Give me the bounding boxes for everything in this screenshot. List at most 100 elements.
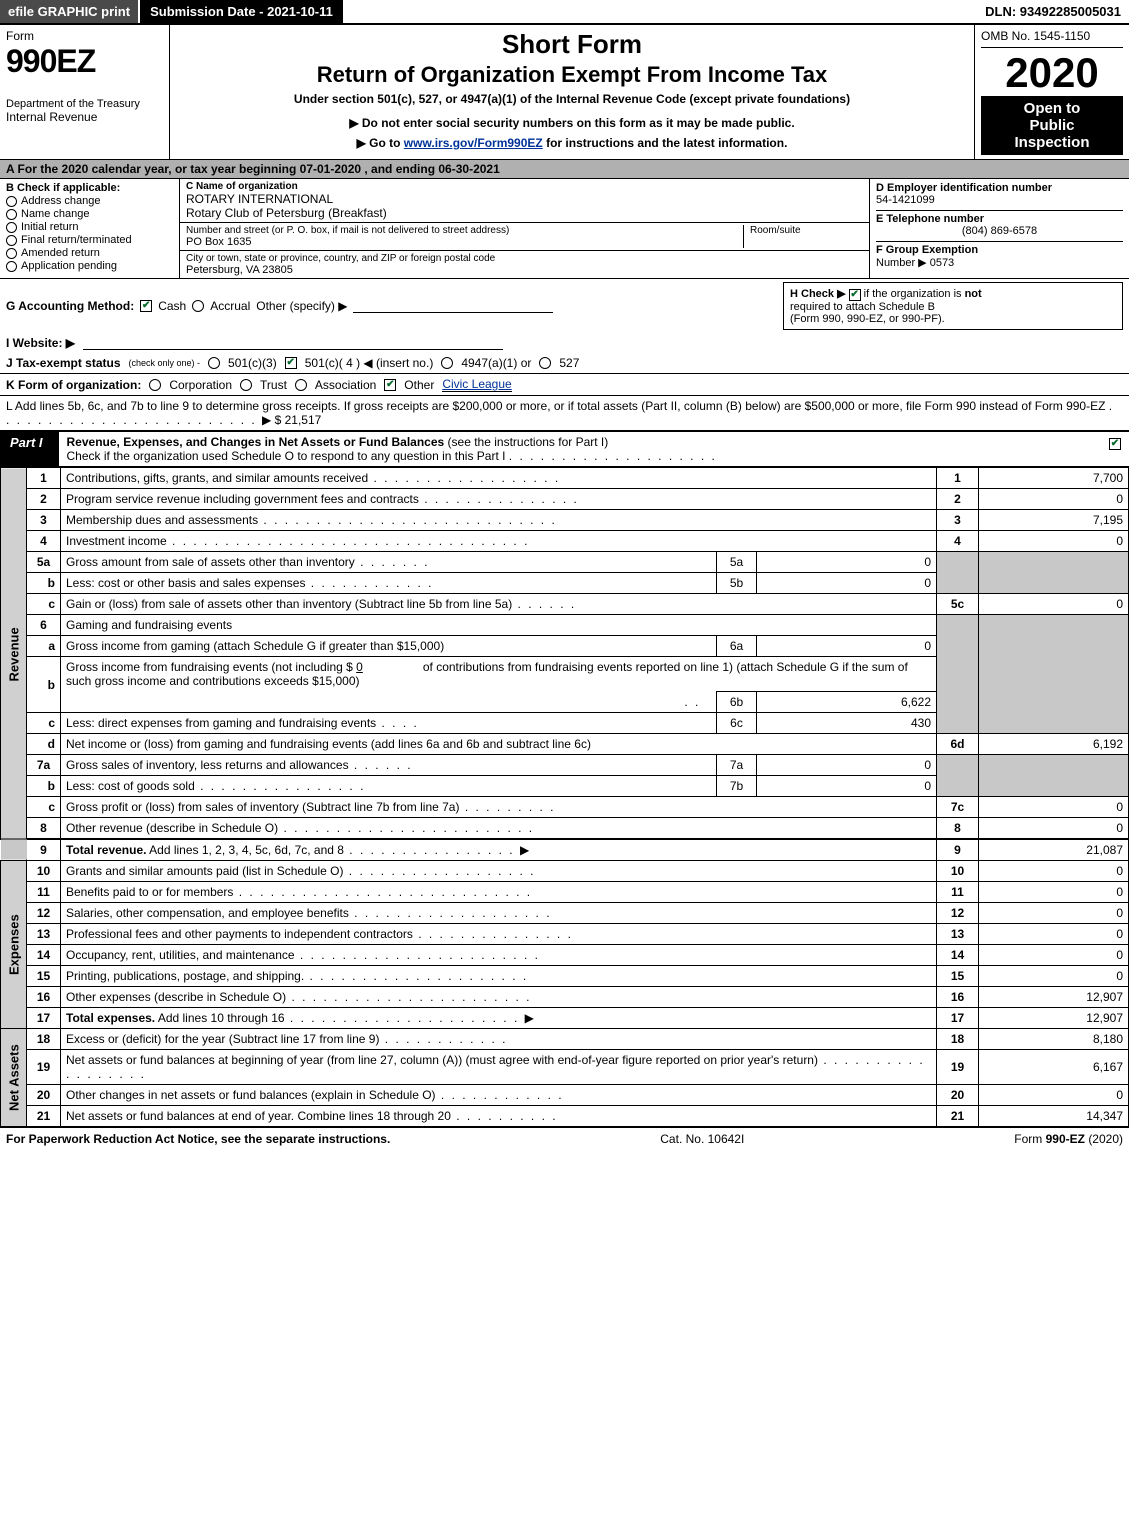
other-specify-input[interactable] <box>353 299 553 313</box>
open-to-public-box: Open to Public Inspection <box>981 96 1123 155</box>
ln-desc: Contributions, gifts, grants, and simila… <box>61 468 937 489</box>
table-row: 4 Investment income . . . . . . . . . . … <box>1 531 1129 552</box>
ln-desc: Other revenue (describe in Schedule O) .… <box>61 818 937 840</box>
chk-final-return[interactable]: Final return/terminated <box>6 234 173 246</box>
row-k: K Form of organization: Corporation Trus… <box>0 374 1129 396</box>
ln-sub-ref: 7b <box>717 776 757 797</box>
chk-527[interactable] <box>539 357 551 369</box>
page-footer: For Paperwork Reduction Act Notice, see … <box>0 1127 1129 1150</box>
form-header: Form 990EZ Department of the Treasury In… <box>0 25 1129 160</box>
submission-date-button[interactable]: Submission Date - 2021-10-11 <box>140 0 343 23</box>
row-g-h: G Accounting Method: Cash Accrual Other … <box>0 279 1129 333</box>
ln-val: 8,180 <box>979 1029 1129 1050</box>
chk-501c[interactable] <box>285 357 297 369</box>
opt-association: Association <box>315 378 376 392</box>
ln-desc: Gaming and fundraising events <box>61 615 937 636</box>
part-1-tag: Part I <box>0 432 59 466</box>
expenses-side-label: Expenses <box>1 861 27 1029</box>
chk-association[interactable] <box>295 379 307 391</box>
ln-sub-ref: 6b <box>717 692 757 713</box>
header-center: Short Form Return of Organization Exempt… <box>170 25 974 159</box>
opt-4947: 4947(a)(1) or <box>461 356 531 370</box>
ln-sub-val: 0 <box>757 755 937 776</box>
ln-ref: 16 <box>937 987 979 1008</box>
ln-num: 10 <box>27 861 61 882</box>
ln-desc: Gain or (loss) from sale of assets other… <box>61 594 937 615</box>
chk-address-change[interactable]: Address change <box>6 195 173 207</box>
go-to-link[interactable]: www.irs.gov/Form990EZ <box>404 136 543 150</box>
opt-trust: Trust <box>260 378 287 392</box>
part-1-header: Part I Revenue, Expenses, and Changes in… <box>0 431 1129 467</box>
table-row: 3 Membership dues and assessments . . . … <box>1 510 1129 531</box>
cash-label: Cash <box>158 299 186 313</box>
ln-desc: Net income or (loss) from gaming and fun… <box>61 734 937 755</box>
chk-h[interactable] <box>849 289 861 301</box>
chk-cash[interactable] <box>140 300 152 312</box>
contrib-amount: 0 <box>356 660 363 674</box>
ln-sub-val: 6,622 <box>757 692 937 713</box>
grp-label-2: Number ▶ <box>876 257 927 269</box>
tax-year: 2020 <box>981 52 1123 94</box>
ln-val: 0 <box>979 489 1129 510</box>
ln-sub-val: 0 <box>757 776 937 797</box>
ln-sub-val: 0 <box>757 573 937 594</box>
table-row: Revenue 1 Contributions, gifts, grants, … <box>1 468 1129 489</box>
ln-num: 21 <box>27 1106 61 1127</box>
ln-ref: 10 <box>937 861 979 882</box>
row-h-box: H Check ▶ if the organization is not req… <box>783 282 1123 330</box>
ln-num: 3 <box>27 510 61 531</box>
ln-num: a <box>27 636 61 657</box>
ln-num: 12 <box>27 903 61 924</box>
table-row: d Net income or (loss) from gaming and f… <box>1 734 1129 755</box>
org-name-1: ROTARY INTERNATIONAL <box>186 192 863 206</box>
ln-ref: 3 <box>937 510 979 531</box>
chk-amended-return[interactable]: Amended return <box>6 247 173 259</box>
chk-501c3[interactable] <box>208 357 220 369</box>
ln-val: 0 <box>979 861 1129 882</box>
chk-name-change[interactable]: Name change <box>6 208 173 220</box>
part-1-check-line: Check if the organization used Schedule … <box>67 449 506 463</box>
shade-cell <box>937 552 979 594</box>
ln-val: 21,087 <box>979 839 1129 861</box>
form-of-org-label: K Form of organization: <box>6 378 141 392</box>
ln-ref: 18 <box>937 1029 979 1050</box>
chk-initial-return[interactable]: Initial return <box>6 221 173 233</box>
opt-other-org: Other <box>404 378 434 392</box>
footer-right-post: (2020) <box>1088 1132 1123 1146</box>
ln-ref: 7c <box>937 797 979 818</box>
h-text-2: required to attach Schedule B <box>790 301 935 313</box>
ln-ref: 11 <box>937 882 979 903</box>
ln-ref: 21 <box>937 1106 979 1127</box>
chk-4947[interactable] <box>441 357 453 369</box>
shade-cell <box>979 552 1129 594</box>
website-input[interactable] <box>83 336 503 350</box>
chk-corporation[interactable] <box>149 379 161 391</box>
ln-num: b <box>27 776 61 797</box>
ln-val: 0 <box>979 924 1129 945</box>
chk-trust[interactable] <box>240 379 252 391</box>
go-to-line: ▶ Go to www.irs.gov/Form990EZ for instru… <box>178 136 966 150</box>
ln-desc: Benefits paid to or for members . . . . … <box>61 882 937 903</box>
row-i: I Website: ▶ <box>0 333 1129 353</box>
efile-button[interactable]: efile GRAPHIC print <box>0 0 138 23</box>
ln-desc: Excess or (deficit) for the year (Subtra… <box>61 1029 937 1050</box>
chk-schedule-o[interactable] <box>1109 438 1121 450</box>
header-right: OMB No. 1545-1150 2020 Open to Public In… <box>974 25 1129 159</box>
city-value: Petersburg, VA 23805 <box>186 264 863 276</box>
ln-desc: Gross income from gaming (attach Schedul… <box>61 636 717 657</box>
ln-sub-ref: 6a <box>717 636 757 657</box>
chk-accrual[interactable] <box>192 300 204 312</box>
tax-exempt-label: J Tax-exempt status <box>6 356 121 370</box>
chk-other-org[interactable] <box>384 379 396 391</box>
h-text-3: (Form 990, 990-EZ, or 990-PF). <box>790 313 945 325</box>
chk-application-pending[interactable]: Application pending <box>6 260 173 272</box>
ln-ref: 4 <box>937 531 979 552</box>
header-left: Form 990EZ Department of the Treasury In… <box>0 25 170 159</box>
ln-desc: Salaries, other compensation, and employ… <box>61 903 937 924</box>
revenue-side-label: Revenue <box>1 468 27 840</box>
chk-label: Amended return <box>21 247 100 259</box>
table-row: 8 Other revenue (describe in Schedule O)… <box>1 818 1129 840</box>
ln-desc: Printing, publications, postage, and shi… <box>61 966 937 987</box>
ln-val: 0 <box>979 966 1129 987</box>
top-bar: efile GRAPHIC print Submission Date - 20… <box>0 0 1129 25</box>
